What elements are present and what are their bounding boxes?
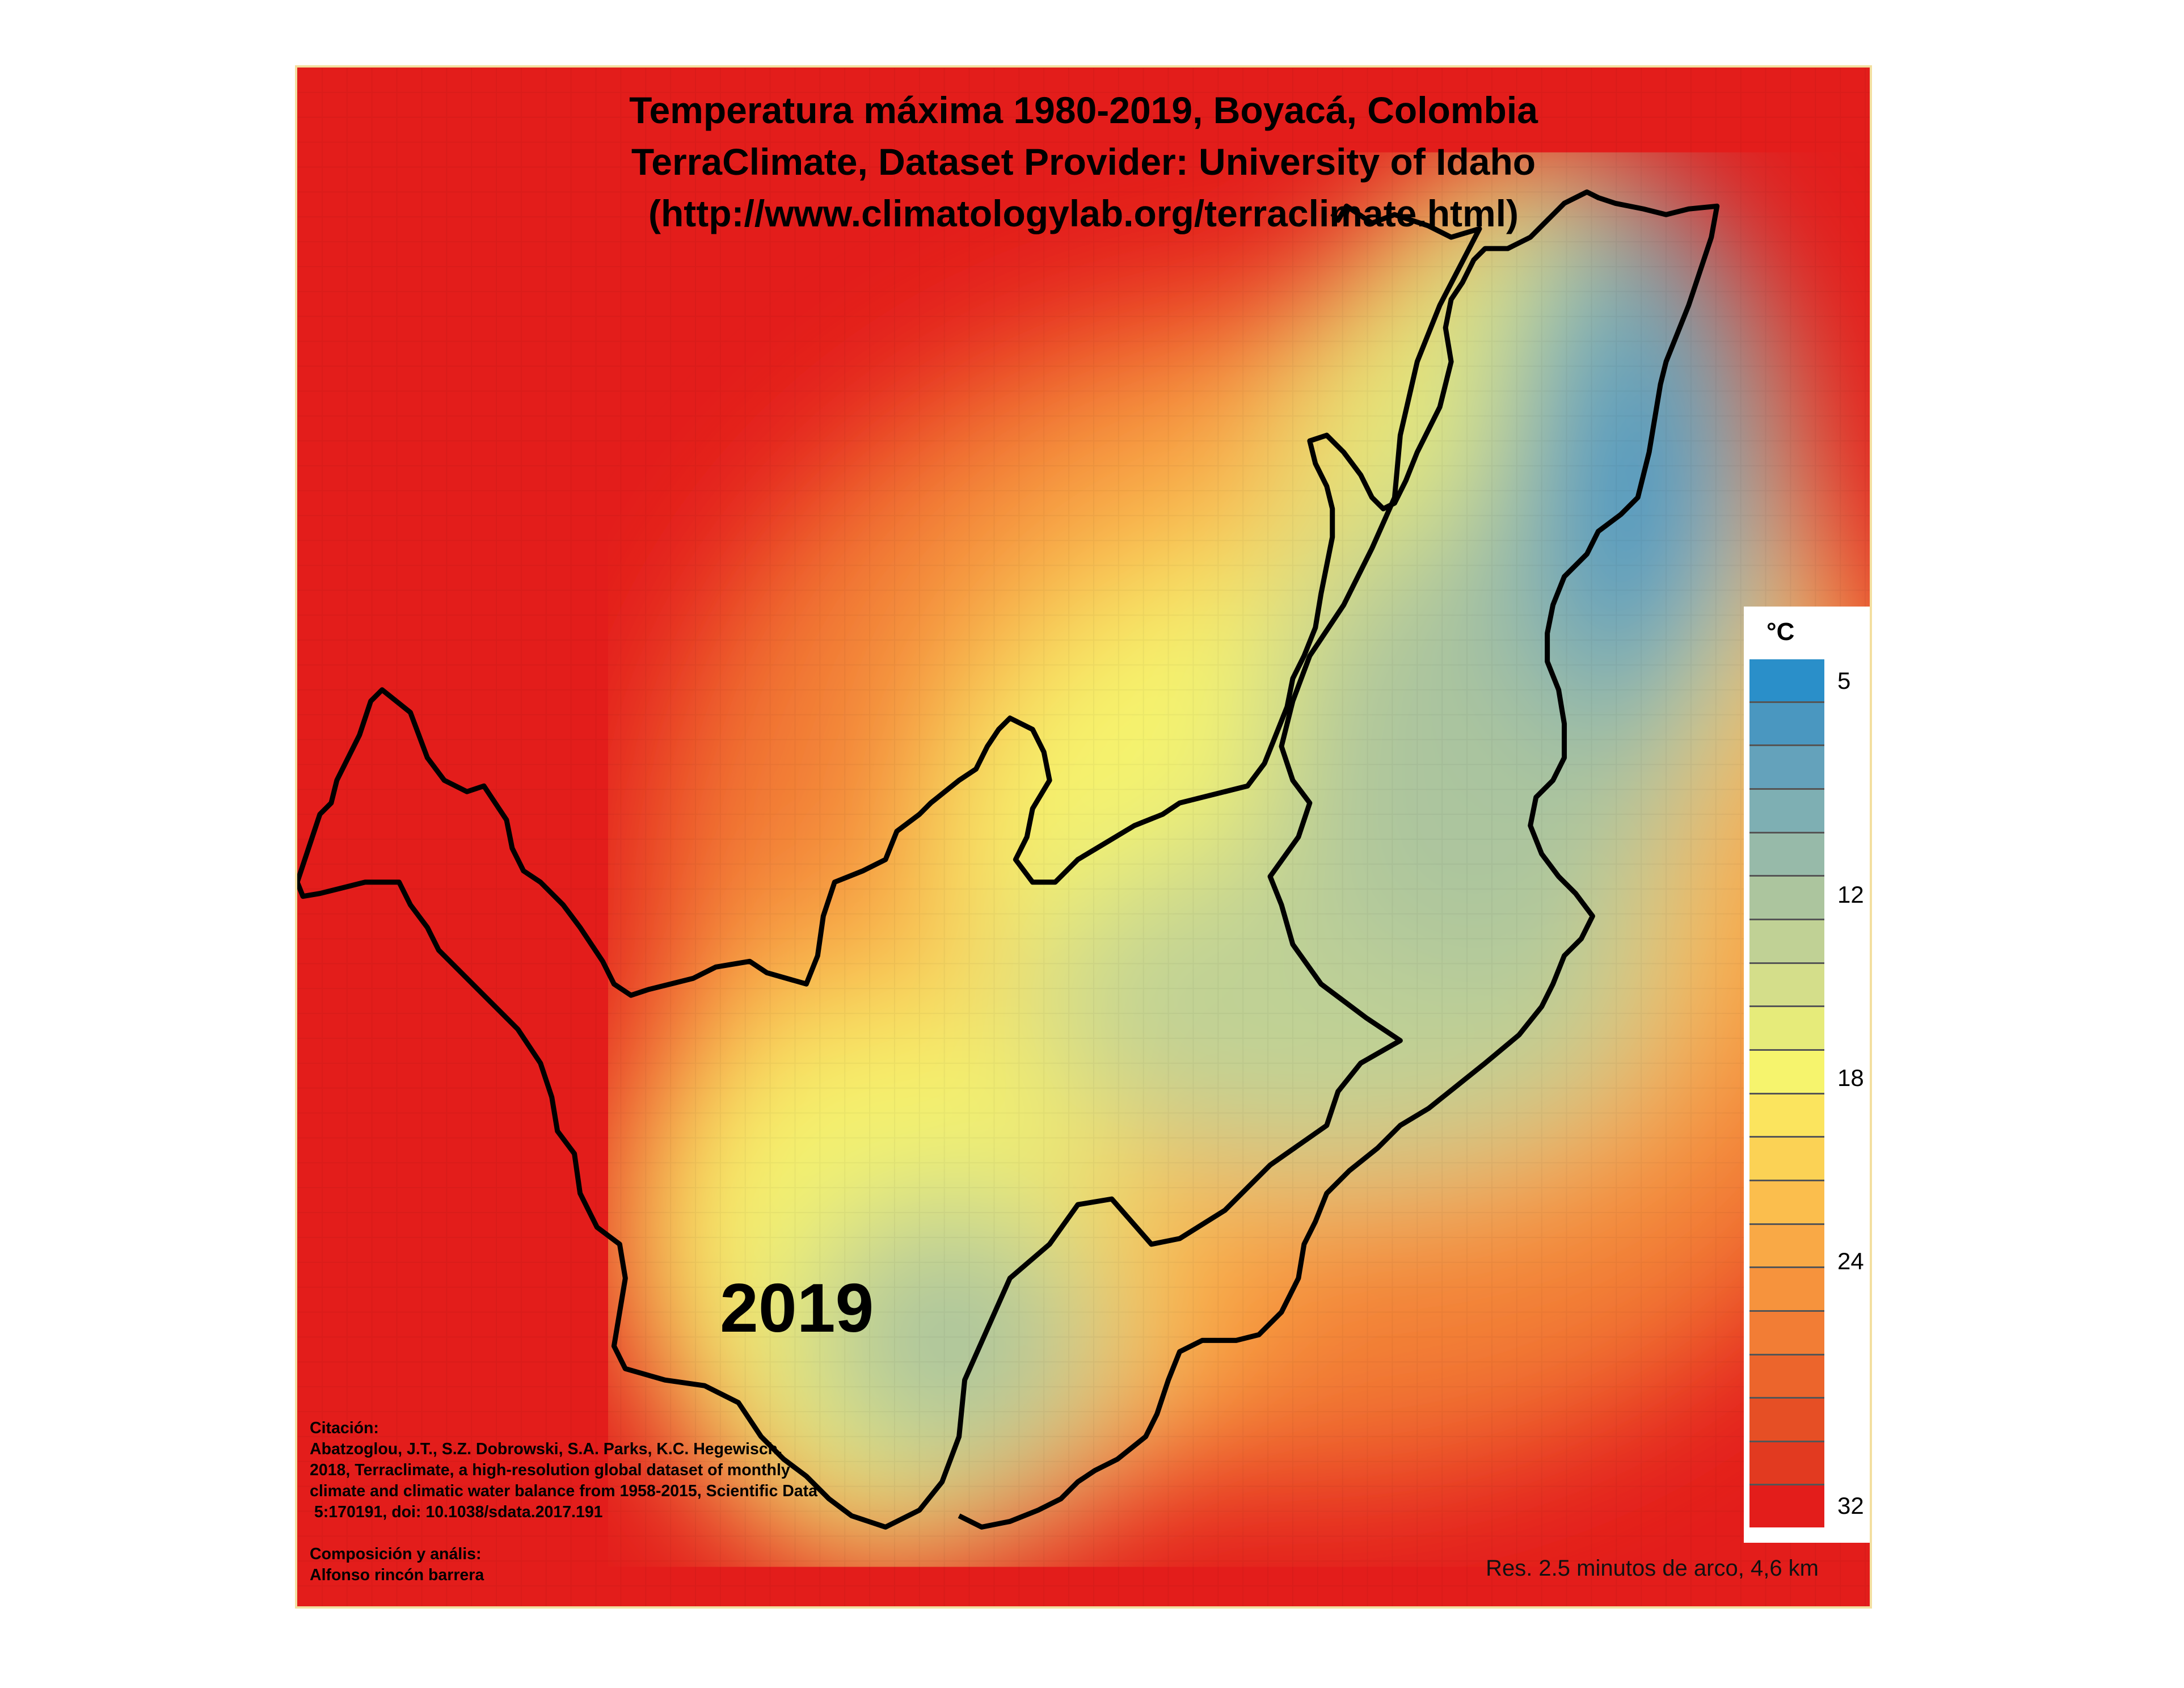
legend-swatch [1749, 833, 1824, 877]
legend-unit: °C [1766, 618, 1795, 646]
legend-color-bar [1749, 659, 1824, 1528]
legend-swatch [1749, 1355, 1824, 1399]
temperature-raster-map [297, 68, 1870, 1606]
map-title-line-3: (http://www.climatologylab.org/terraclim… [648, 192, 1519, 234]
resolution-note: Res. 2.5 minutos de arco, 4,6 km [1486, 1556, 1819, 1581]
legend-swatch [1749, 1094, 1824, 1138]
legend-tick-label: 12 [1837, 881, 1864, 908]
legend-swatch [1749, 1399, 1824, 1442]
legend-swatch [1749, 746, 1824, 790]
legend-swatch [1749, 1181, 1824, 1225]
legend-swatch [1749, 1268, 1824, 1312]
legend-swatch [1749, 659, 1824, 703]
legend-tick-label: 5 [1837, 667, 1851, 694]
legend-tick-label: 18 [1837, 1064, 1864, 1092]
legend-swatch [1749, 1311, 1824, 1356]
legend-swatch [1749, 1224, 1824, 1269]
legend-swatch [1749, 1138, 1824, 1181]
map-title-line-1: Temperatura máxima 1980-2019, Boyacá, Co… [629, 89, 1538, 131]
legend-swatch [1749, 1442, 1824, 1486]
year-label: 2019 [720, 1269, 874, 1346]
legend-tick-label: 24 [1837, 1248, 1864, 1275]
legend-swatch [1749, 1485, 1824, 1528]
legend-tick-label: 32 [1837, 1492, 1864, 1519]
boyaca-boundary [297, 189, 1720, 1530]
legend-swatch [1749, 702, 1824, 747]
legend-swatch [1749, 920, 1824, 964]
citation-text: Citación: Abatzoglou, J.T., S.Z. Dobrows… [310, 1419, 817, 1584]
map-panel: Temperatura máxima 1980-2019, Boyacá, Co… [295, 65, 1872, 1609]
color-legend: °C 5 12 18 24 32 [1744, 607, 1870, 1543]
legend-swatch [1749, 877, 1824, 920]
legend-swatch [1749, 1007, 1824, 1051]
legend-swatch [1749, 963, 1824, 1008]
map-title-line-2: TerraClimate, Dataset Provider: Universi… [631, 141, 1536, 183]
legend-swatch [1749, 1050, 1824, 1095]
legend-swatch [1749, 789, 1824, 834]
